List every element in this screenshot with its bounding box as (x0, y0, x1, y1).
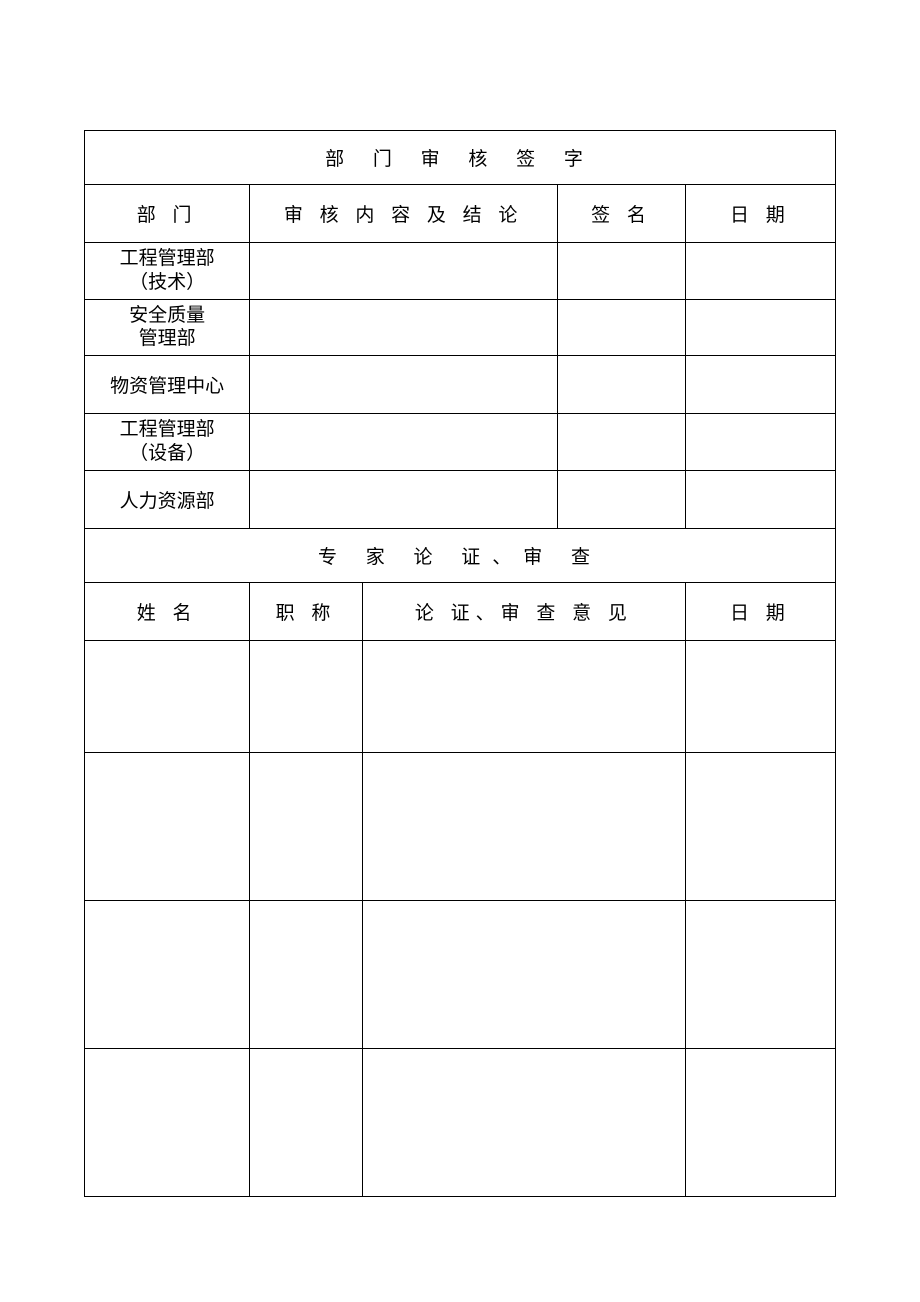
opinion-cell (362, 1049, 685, 1197)
table-row: 物资管理中心 (85, 356, 836, 414)
title-cell (250, 753, 363, 901)
section2-title-row: 专 家 论 证、审 查 (85, 528, 836, 582)
opinion-cell (362, 641, 685, 753)
table-row: 人力资源部 (85, 470, 836, 528)
date-cell (685, 901, 835, 1049)
dept-line2: （技术） (87, 271, 247, 295)
header-opinion: 论 证、审 查 意 见 (362, 583, 685, 641)
date-cell (685, 753, 835, 901)
date-cell (685, 1049, 835, 1197)
sign-cell (558, 243, 686, 300)
header-date: 日 期 (685, 185, 835, 243)
date-cell (685, 414, 835, 471)
dept-cell: 工程管理部 （设备） (85, 414, 250, 471)
name-cell (85, 753, 250, 901)
header-title: 职 称 (250, 583, 363, 641)
content-cell (250, 470, 558, 528)
dept-cell: 安全质量 管理部 (85, 299, 250, 356)
date-cell (685, 356, 835, 414)
title-cell (250, 1049, 363, 1197)
date-cell (685, 470, 835, 528)
table-row (85, 1049, 836, 1197)
table-row (85, 753, 836, 901)
table-row: 安全质量 管理部 (85, 299, 836, 356)
content-cell (250, 356, 558, 414)
dept-line1: 工程管理部 (87, 418, 247, 442)
name-cell (85, 1049, 250, 1197)
dept-line2: 管理部 (87, 327, 247, 351)
content-cell (250, 414, 558, 471)
dept-cell: 工程管理部 （技术） (85, 243, 250, 300)
sign-cell (558, 299, 686, 356)
section2-header-row: 姓 名 职 称 论 证、审 查 意 见 日 期 (85, 583, 836, 641)
dept-cell: 物资管理中心 (85, 356, 250, 414)
header-name: 姓 名 (85, 583, 250, 641)
name-cell (85, 641, 250, 753)
expert-table: 姓 名 职 称 论 证、审 查 意 见 日 期 (84, 583, 836, 1198)
date-cell (685, 299, 835, 356)
content-cell (250, 299, 558, 356)
section1-title: 部 门 审 核 签 字 (85, 131, 836, 185)
opinion-cell (362, 901, 685, 1049)
section1-title-row: 部 门 审 核 签 字 (85, 131, 836, 185)
table-row (85, 641, 836, 753)
dept-line2: （设备） (87, 442, 247, 466)
sign-cell (558, 470, 686, 528)
sign-cell (558, 356, 686, 414)
table-row: 工程管理部 （设备） (85, 414, 836, 471)
content-cell (250, 243, 558, 300)
dept-cell: 人力资源部 (85, 470, 250, 528)
date-cell (685, 243, 835, 300)
section2-title: 专 家 论 证、审 查 (85, 528, 836, 582)
header-sign: 签 名 (558, 185, 686, 243)
header-content: 审 核 内 容 及 结 论 (250, 185, 558, 243)
table-row (85, 901, 836, 1049)
title-cell (250, 641, 363, 753)
opinion-cell (362, 753, 685, 901)
section1-header-row: 部 门 审 核 内 容 及 结 论 签 名 日 期 (85, 185, 836, 243)
header-dept: 部 门 (85, 185, 250, 243)
title-cell (250, 901, 363, 1049)
table-row: 工程管理部 （技术） (85, 243, 836, 300)
form-table: 部 门 审 核 签 字 部 门 审 核 内 容 及 结 论 签 名 日 期 工程… (84, 130, 836, 583)
header-date2: 日 期 (685, 583, 835, 641)
name-cell (85, 901, 250, 1049)
dept-line1: 工程管理部 (87, 247, 247, 271)
dept-line1: 安全质量 (87, 304, 247, 328)
date-cell (685, 641, 835, 753)
sign-cell (558, 414, 686, 471)
